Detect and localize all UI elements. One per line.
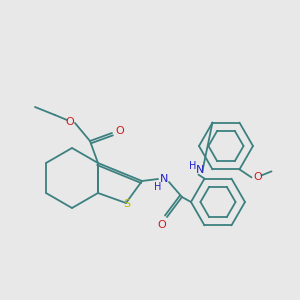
Text: O: O (253, 172, 262, 182)
Text: O: O (116, 126, 124, 136)
Text: H: H (154, 182, 162, 192)
Text: O: O (66, 117, 74, 127)
Text: N: N (196, 165, 205, 175)
Text: S: S (123, 199, 130, 209)
Text: O: O (158, 220, 166, 230)
Text: N: N (160, 174, 168, 184)
Text: H: H (189, 160, 196, 171)
